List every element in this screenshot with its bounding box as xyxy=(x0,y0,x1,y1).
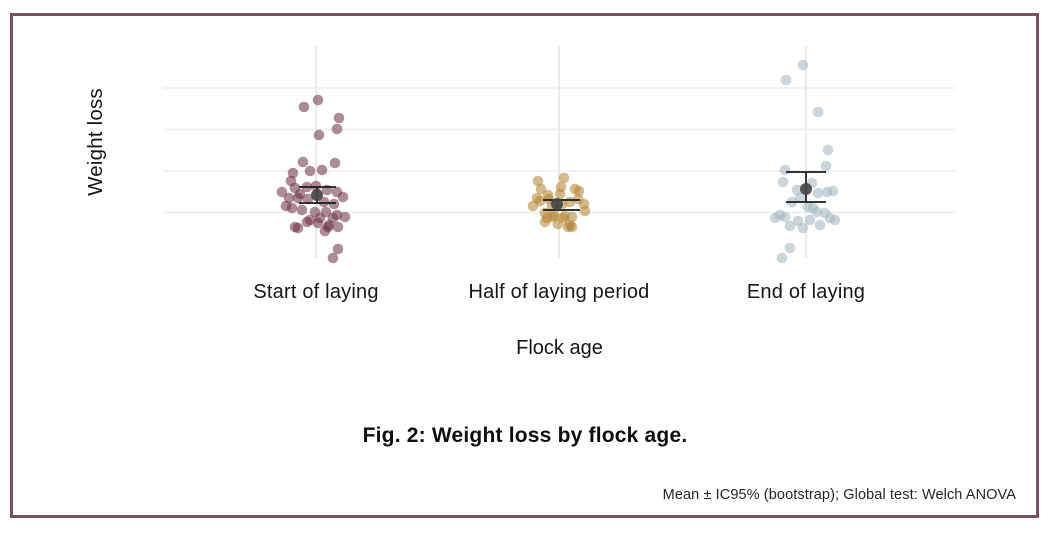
data-point xyxy=(558,172,570,184)
data-point xyxy=(318,196,330,208)
data-point xyxy=(294,188,306,200)
data-point xyxy=(812,187,824,199)
data-point xyxy=(304,214,316,226)
data-point xyxy=(292,222,304,234)
data-point xyxy=(331,123,343,135)
data-point xyxy=(779,211,791,223)
data-point xyxy=(297,156,309,168)
data-point xyxy=(562,221,574,233)
data-point xyxy=(784,242,796,254)
x-tick-label: Start of laying xyxy=(253,281,379,303)
data-point xyxy=(776,252,788,264)
data-point xyxy=(769,212,781,224)
mean-point xyxy=(311,189,323,201)
data-point xyxy=(280,200,292,212)
data-point xyxy=(310,180,322,192)
x-axis-title: Flock age xyxy=(516,337,603,359)
data-point xyxy=(791,184,803,196)
data-point xyxy=(287,167,299,179)
data-point xyxy=(319,225,331,237)
data-point xyxy=(779,164,791,176)
data-point xyxy=(333,112,345,124)
data-point xyxy=(283,192,295,204)
data-point xyxy=(296,204,308,216)
x-tick-label: Half of laying period xyxy=(468,281,650,303)
figure-caption: Fig. 2: Weight loss by flock age. xyxy=(362,424,688,447)
data-point xyxy=(829,214,841,226)
data-point xyxy=(527,200,539,212)
data-point xyxy=(780,74,792,86)
data-point xyxy=(820,160,832,172)
data-point xyxy=(812,106,824,118)
data-point xyxy=(337,191,349,203)
data-point xyxy=(554,188,566,200)
data-point xyxy=(814,219,826,231)
y-axis-label: Weight loss xyxy=(84,88,107,196)
weight-loss-strip-plot xyxy=(163,46,956,264)
data-point xyxy=(532,175,544,187)
data-point xyxy=(276,186,288,198)
data-point xyxy=(797,222,809,234)
data-point xyxy=(539,216,551,228)
data-point xyxy=(329,157,341,169)
mean-point xyxy=(551,198,563,210)
data-point xyxy=(794,192,806,204)
data-point xyxy=(566,211,578,223)
stats-footnote: Mean ± IC95% (bootstrap); Global test: W… xyxy=(662,487,1016,503)
data-point xyxy=(804,214,816,226)
data-point xyxy=(797,59,809,71)
data-point xyxy=(304,165,316,177)
data-point xyxy=(332,243,344,255)
data-point xyxy=(535,183,547,195)
data-point xyxy=(827,185,839,197)
data-point xyxy=(822,144,834,156)
mean-point xyxy=(800,183,812,195)
data-point xyxy=(552,218,564,230)
x-tick-label: End of laying xyxy=(746,281,866,303)
data-point xyxy=(313,129,325,141)
data-point xyxy=(777,176,789,188)
data-point xyxy=(316,164,328,176)
data-point xyxy=(573,185,585,197)
data-point xyxy=(298,101,310,113)
data-point xyxy=(339,211,351,223)
data-point xyxy=(312,94,324,106)
data-point xyxy=(578,198,590,210)
data-point xyxy=(314,212,326,224)
data-point xyxy=(302,193,314,205)
data-point xyxy=(784,220,796,232)
data-point xyxy=(327,252,339,264)
data-point xyxy=(332,221,344,233)
data-point xyxy=(328,198,340,210)
data-point xyxy=(327,212,339,224)
data-point xyxy=(811,206,823,218)
